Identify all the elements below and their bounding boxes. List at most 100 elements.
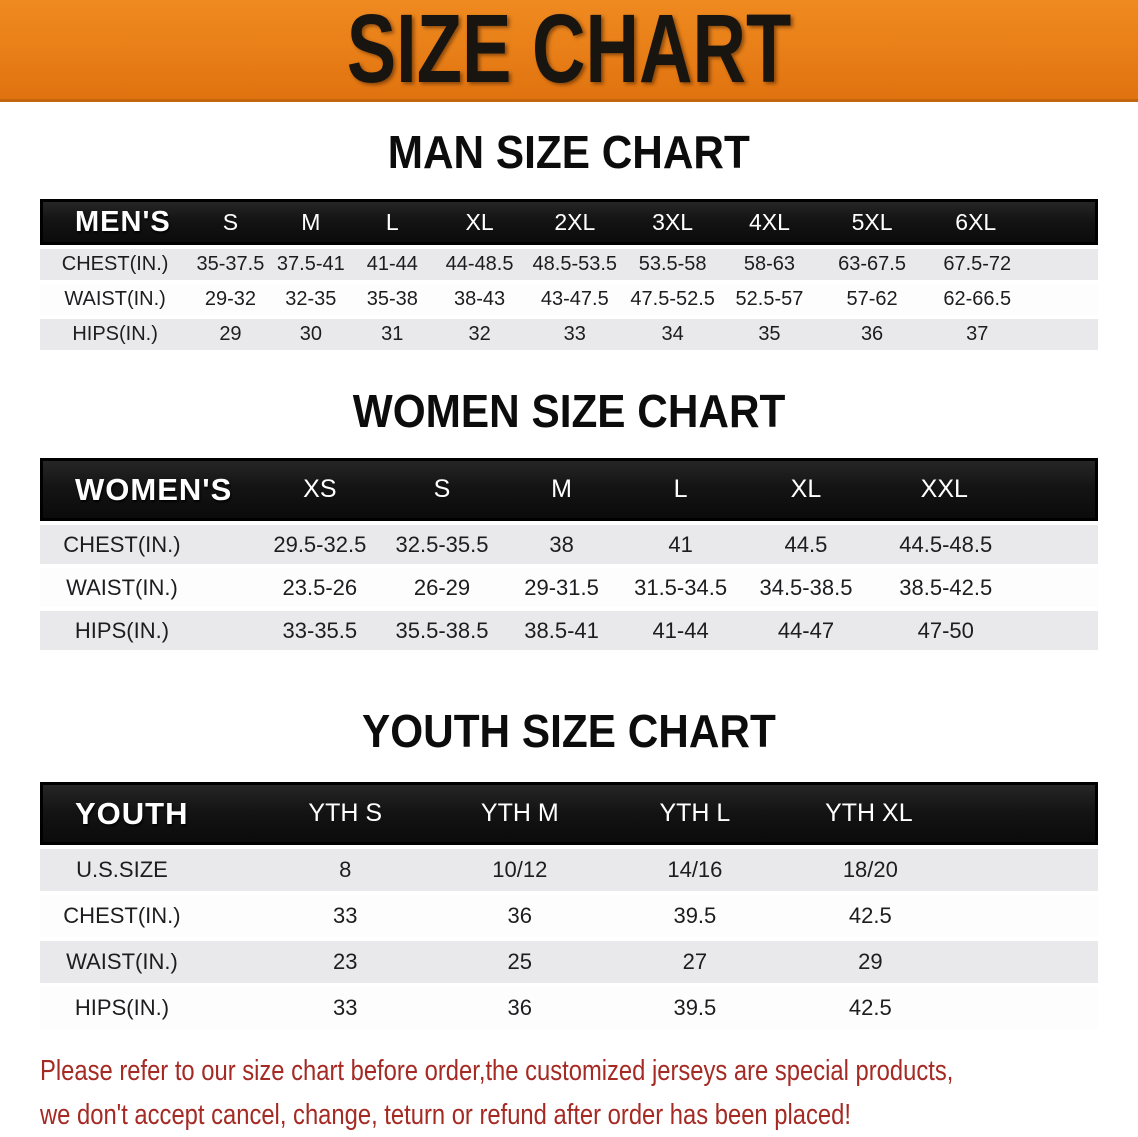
size-cell: 34 bbox=[623, 319, 722, 350]
size-cell: 37.5-41 bbox=[270, 249, 352, 280]
size-column-header: L bbox=[620, 458, 741, 521]
size-cell: 26-29 bbox=[381, 568, 503, 607]
size-cell: 41-44 bbox=[620, 611, 741, 650]
size-cell: 35-37.5 bbox=[190, 249, 271, 280]
size-column-header: L bbox=[351, 199, 434, 245]
row-label: CHEST(IN.) bbox=[40, 249, 191, 280]
row-label: HIPS(IN.) bbox=[40, 319, 191, 350]
size-cell: 29 bbox=[190, 319, 271, 350]
table-header-label: MEN'S bbox=[40, 199, 191, 245]
size-cell: 53.5-58 bbox=[623, 249, 722, 280]
size-cell: 44-48.5 bbox=[433, 249, 526, 280]
size-cell: 41-44 bbox=[351, 249, 434, 280]
row-label: CHEST(IN.) bbox=[40, 895, 258, 937]
size-cell: 41 bbox=[620, 525, 741, 564]
disclaimer-line-2: we don't accept cancel, change, teturn o… bbox=[40, 1093, 1138, 1137]
size-cell: 10/12 bbox=[432, 849, 608, 891]
table-row: CHEST(IN.) 29.5-32.5 32.5-35.5 38 41 44.5 44.5… bbox=[40, 525, 1098, 564]
size-cell: 38 bbox=[502, 525, 621, 564]
size-column-header: S bbox=[381, 458, 503, 521]
size-cell: 35.5-38.5 bbox=[381, 611, 503, 650]
size-column-header: M bbox=[502, 458, 621, 521]
size-cell: 36 bbox=[817, 319, 927, 350]
size-cell: 31 bbox=[351, 319, 434, 350]
row-label: WAIST(IN.) bbox=[40, 284, 191, 315]
youth-section-title-text: YOUTH SIZE CHART bbox=[362, 705, 776, 757]
size-cell: 32.5-35.5 bbox=[381, 525, 503, 564]
size-column-header: XL bbox=[740, 458, 872, 521]
size-cell: 14/16 bbox=[607, 849, 783, 891]
table-row: WAIST(IN.) 23.5-26 26-29 29-31.5 31.5-34.5 34… bbox=[40, 568, 1098, 607]
men-section-title-text: MAN SIZE CHART bbox=[387, 126, 751, 178]
men-size-table: MEN'S S M L XL 2XL 3XL 4XL 5XL 6XL CHEST(IN.) 35-3… bbox=[40, 195, 1098, 354]
table-header-row: YOUTH YTH S YTH M YTH L YTH XL bbox=[40, 782, 1098, 845]
table-header-row: MEN'S S M L XL 2XL 3XL 4XL 5XL 6XL bbox=[40, 199, 1098, 245]
size-column-header: S bbox=[190, 199, 271, 245]
table-header-label: WOMEN'S bbox=[40, 458, 258, 521]
size-column-header: YTH M bbox=[432, 782, 608, 845]
size-cell: 44.5-48.5 bbox=[871, 525, 1098, 564]
size-cell: 47-50 bbox=[871, 611, 1098, 650]
size-cell: 38.5-41 bbox=[502, 611, 621, 650]
size-cell: 42.5 bbox=[782, 987, 1098, 1029]
table-header-row: WOMEN'S XS S M L XL XXL bbox=[40, 458, 1098, 521]
size-cell: 31.5-34.5 bbox=[620, 568, 741, 607]
size-cell: 39.5 bbox=[607, 895, 783, 937]
size-cell: 62-66.5 bbox=[926, 284, 1098, 315]
size-cell: 57-62 bbox=[817, 284, 927, 315]
table-row: U.S.SIZE 8 10/12 14/16 18/20 bbox=[40, 849, 1098, 891]
size-cell: 37 bbox=[926, 319, 1098, 350]
size-column-header: 3XL bbox=[623, 199, 722, 245]
size-column-header: YTH S bbox=[257, 782, 433, 845]
size-column-header: XS bbox=[257, 458, 382, 521]
size-column-header: YTH L bbox=[607, 782, 783, 845]
size-column-header: 2XL bbox=[525, 199, 624, 245]
size-cell: 23.5-26 bbox=[257, 568, 382, 607]
size-column-header: XL bbox=[433, 199, 526, 245]
size-cell: 38-43 bbox=[433, 284, 526, 315]
table-header-label: YOUTH bbox=[40, 782, 258, 845]
size-cell: 39.5 bbox=[607, 987, 783, 1029]
size-cell: 42.5 bbox=[782, 895, 1098, 937]
row-label: HIPS(IN.) bbox=[40, 987, 258, 1029]
size-cell: 35-38 bbox=[351, 284, 434, 315]
section-youth: YOUTH SIZE CHART YOUTH YTH S YTH M YTH L YTH… bbox=[0, 708, 1138, 1033]
size-cell: 47.5-52.5 bbox=[623, 284, 722, 315]
size-column-header: 5XL bbox=[817, 199, 927, 245]
row-label: WAIST(IN.) bbox=[40, 568, 258, 607]
youth-section-title: YOUTH SIZE CHART bbox=[0, 708, 1138, 754]
men-section-title: MAN SIZE CHART bbox=[0, 129, 1138, 175]
women-section-title-text: WOMEN SIZE CHART bbox=[352, 385, 786, 437]
banner-title: SIZE CHART bbox=[346, 0, 792, 104]
size-cell: 29.5-32.5 bbox=[257, 525, 382, 564]
row-label: U.S.SIZE bbox=[40, 849, 258, 891]
table-row: HIPS(IN.) 29 30 31 32 33 34 35 36 37 bbox=[40, 319, 1098, 350]
women-section-title: WOMEN SIZE CHART bbox=[0, 388, 1138, 434]
size-cell: 58-63 bbox=[721, 249, 818, 280]
size-column-header: XXL bbox=[871, 458, 1098, 521]
size-cell: 34.5-38.5 bbox=[740, 568, 872, 607]
size-cell: 48.5-53.5 bbox=[525, 249, 624, 280]
size-cell: 63-67.5 bbox=[817, 249, 927, 280]
section-men: MAN SIZE CHART MEN'S S M L XL 2XL 3XL 4XL 5XL 6XL… bbox=[0, 129, 1138, 354]
size-cell: 35 bbox=[721, 319, 818, 350]
size-cell: 67.5-72 bbox=[926, 249, 1098, 280]
size-cell: 36 bbox=[432, 895, 608, 937]
row-label: HIPS(IN.) bbox=[40, 611, 258, 650]
disclaimer-line-1-text: Please refer to our size chart before or… bbox=[40, 1055, 954, 1087]
size-cell: 33 bbox=[257, 895, 433, 937]
size-cell: 30 bbox=[270, 319, 352, 350]
table-row: WAIST(IN.) 23 25 27 29 bbox=[40, 941, 1098, 983]
size-cell: 32-35 bbox=[270, 284, 352, 315]
size-cell: 52.5-57 bbox=[721, 284, 818, 315]
size-cell: 29 bbox=[782, 941, 1098, 983]
size-cell: 44-47 bbox=[740, 611, 872, 650]
size-cell: 25 bbox=[432, 941, 608, 983]
size-column-header: YTH XL bbox=[782, 782, 1098, 845]
disclaimer-line-1: Please refer to our size chart before or… bbox=[40, 1049, 1138, 1093]
size-cell: 33 bbox=[257, 987, 433, 1029]
size-cell: 36 bbox=[432, 987, 608, 1029]
size-cell: 38.5-42.5 bbox=[871, 568, 1098, 607]
size-cell: 29-32 bbox=[190, 284, 271, 315]
